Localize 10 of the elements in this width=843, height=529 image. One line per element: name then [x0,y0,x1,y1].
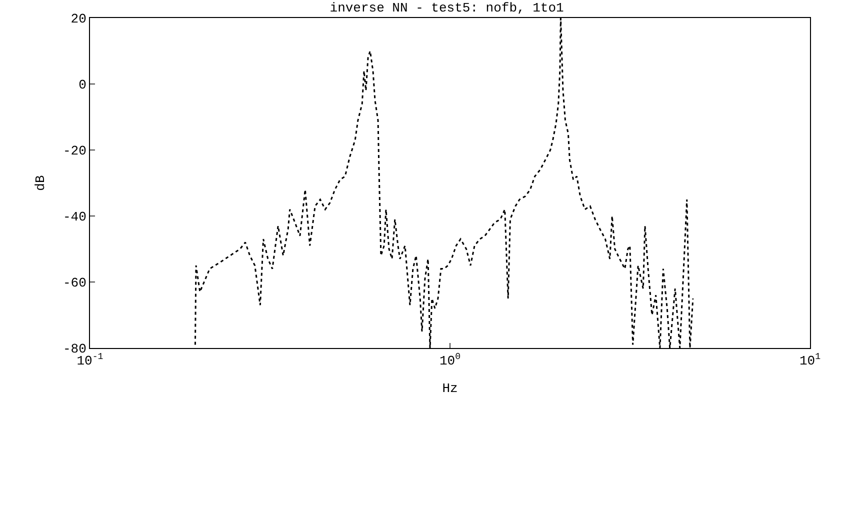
y-tick-label: 0 [78,78,86,93]
x-axis-title: Hz [442,381,458,396]
y-tick-label: -40 [62,210,86,225]
y-axis-title: dB [32,175,48,191]
x-tick-label: 10$^{0}$ [439,351,461,369]
x-tick-label: 10$^{1}$ [799,351,822,369]
y-tick-label: 20 [70,12,86,27]
y-tick-label: -60 [62,276,86,291]
chart-title: inverse NN - test5: nofb, 1to1 [330,0,564,16]
y-tick-label: -20 [62,144,86,159]
